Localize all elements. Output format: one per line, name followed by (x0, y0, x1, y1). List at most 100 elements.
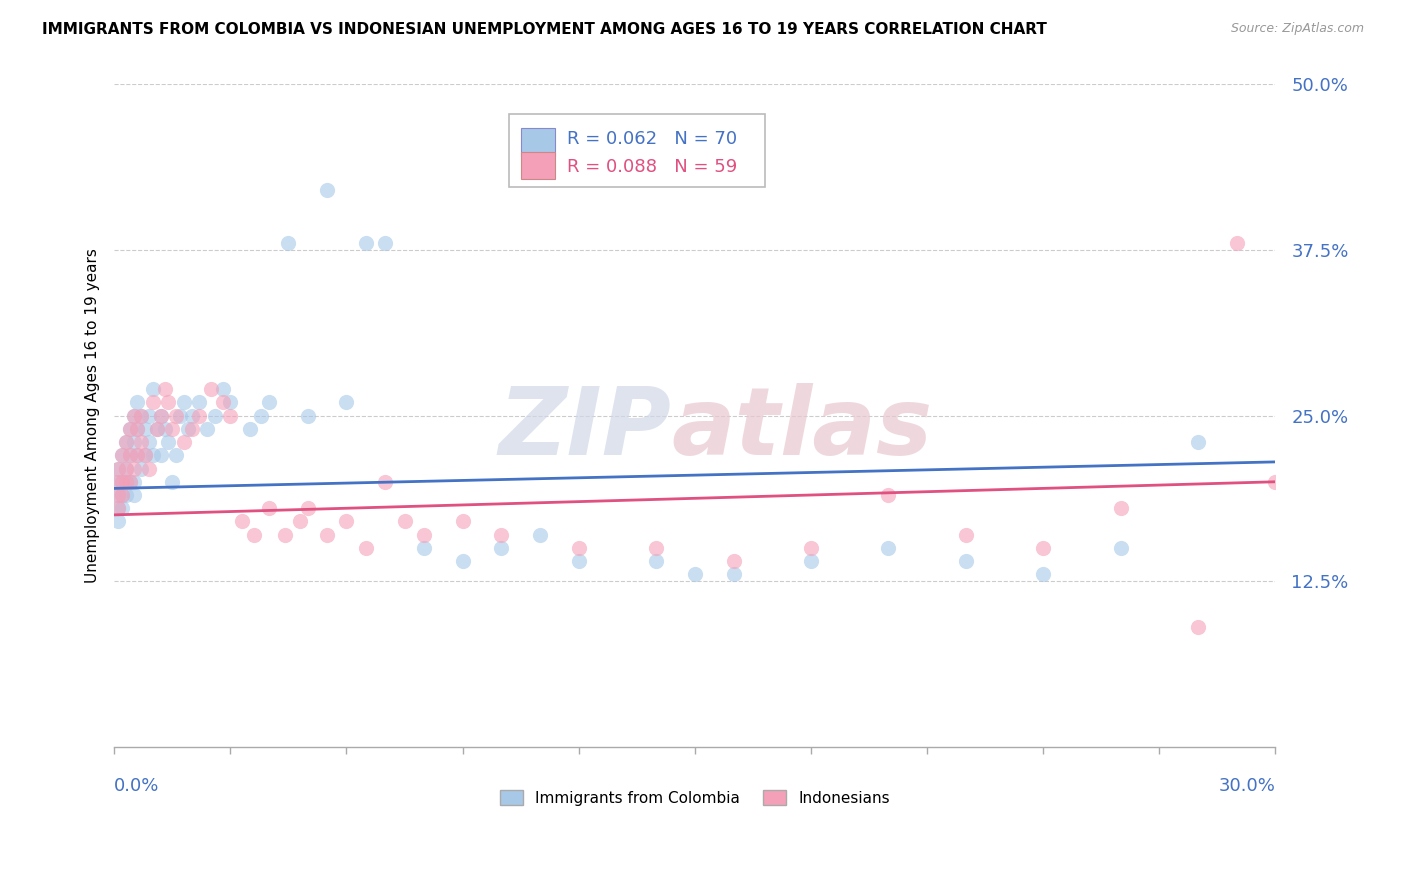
Point (451, 554, 474, 568)
Point (153, 422, 176, 436)
Point (257, 395, 280, 409)
Point (127, 422, 149, 436)
Point (111, 448, 134, 462)
Text: 0.0%: 0.0% (114, 777, 159, 795)
Point (412, 527, 434, 541)
Point (162, 475, 184, 489)
Point (723, 554, 745, 568)
Point (118, 422, 141, 436)
Point (129, 461, 152, 475)
Point (354, 236, 377, 251)
Point (335, 515, 357, 529)
Point (111, 488, 134, 502)
Point (122, 435, 145, 450)
Point (114, 461, 136, 475)
Point (180, 409, 202, 423)
Point (1187, 435, 1209, 450)
Point (134, 448, 156, 462)
Point (297, 501, 319, 516)
Point (211, 382, 233, 396)
Point (1226, 236, 1249, 251)
Point (412, 541, 434, 555)
Point (138, 409, 160, 423)
Point (1264, 475, 1286, 489)
Point (107, 515, 129, 529)
Point (568, 554, 591, 568)
Point (165, 409, 187, 423)
Point (451, 515, 474, 529)
Point (169, 409, 191, 423)
Text: 30.0%: 30.0% (1219, 777, 1275, 795)
Point (107, 501, 129, 516)
Point (242, 527, 264, 541)
Point (149, 448, 172, 462)
Point (142, 382, 165, 396)
Point (127, 422, 149, 436)
Point (107, 488, 129, 502)
Point (111, 475, 134, 489)
Point (1187, 620, 1209, 634)
Point (129, 435, 152, 450)
Point (955, 554, 977, 568)
Text: R = 0.088   N = 59: R = 0.088 N = 59 (567, 158, 737, 176)
Point (723, 567, 745, 582)
Point (107, 461, 129, 475)
Point (394, 515, 416, 529)
Point (297, 409, 319, 423)
Point (529, 527, 551, 541)
Point (118, 448, 141, 462)
Point (127, 448, 149, 462)
Point (107, 475, 129, 489)
Point (877, 488, 900, 502)
Point (122, 488, 145, 502)
Point (122, 409, 145, 423)
Point (111, 448, 134, 462)
Point (114, 488, 136, 502)
Point (111, 501, 134, 516)
Point (316, 183, 339, 197)
Point (800, 541, 823, 555)
Point (316, 527, 339, 541)
Point (134, 422, 156, 436)
Point (114, 461, 136, 475)
Point (180, 422, 202, 436)
Point (204, 409, 226, 423)
Point (1109, 541, 1132, 555)
Point (111, 475, 134, 489)
Point (122, 461, 145, 475)
Legend: Immigrants from Colombia, Indonesians: Immigrants from Colombia, Indonesians (494, 784, 896, 812)
Point (173, 435, 195, 450)
Point (188, 395, 211, 409)
Point (800, 554, 823, 568)
Point (142, 395, 165, 409)
Point (374, 475, 396, 489)
FancyBboxPatch shape (509, 114, 765, 187)
Text: ZIP: ZIP (499, 383, 672, 475)
Text: Source: ZipAtlas.com: Source: ZipAtlas.com (1230, 22, 1364, 36)
Point (122, 475, 145, 489)
Point (277, 236, 299, 251)
Point (142, 448, 165, 462)
Point (645, 541, 668, 555)
Point (157, 395, 180, 409)
Point (146, 422, 169, 436)
Point (219, 395, 242, 409)
Point (1032, 567, 1054, 582)
Point (138, 461, 160, 475)
Point (219, 409, 242, 423)
Point (239, 422, 262, 436)
Point (114, 435, 136, 450)
Point (491, 541, 513, 555)
Point (1109, 501, 1132, 516)
Point (645, 554, 668, 568)
Point (107, 488, 129, 502)
Point (138, 435, 160, 450)
Point (118, 422, 141, 436)
Point (173, 395, 195, 409)
Point (1032, 541, 1054, 555)
Point (257, 501, 280, 516)
Point (250, 409, 273, 423)
Point (122, 409, 145, 423)
Point (107, 475, 129, 489)
FancyBboxPatch shape (520, 152, 555, 179)
